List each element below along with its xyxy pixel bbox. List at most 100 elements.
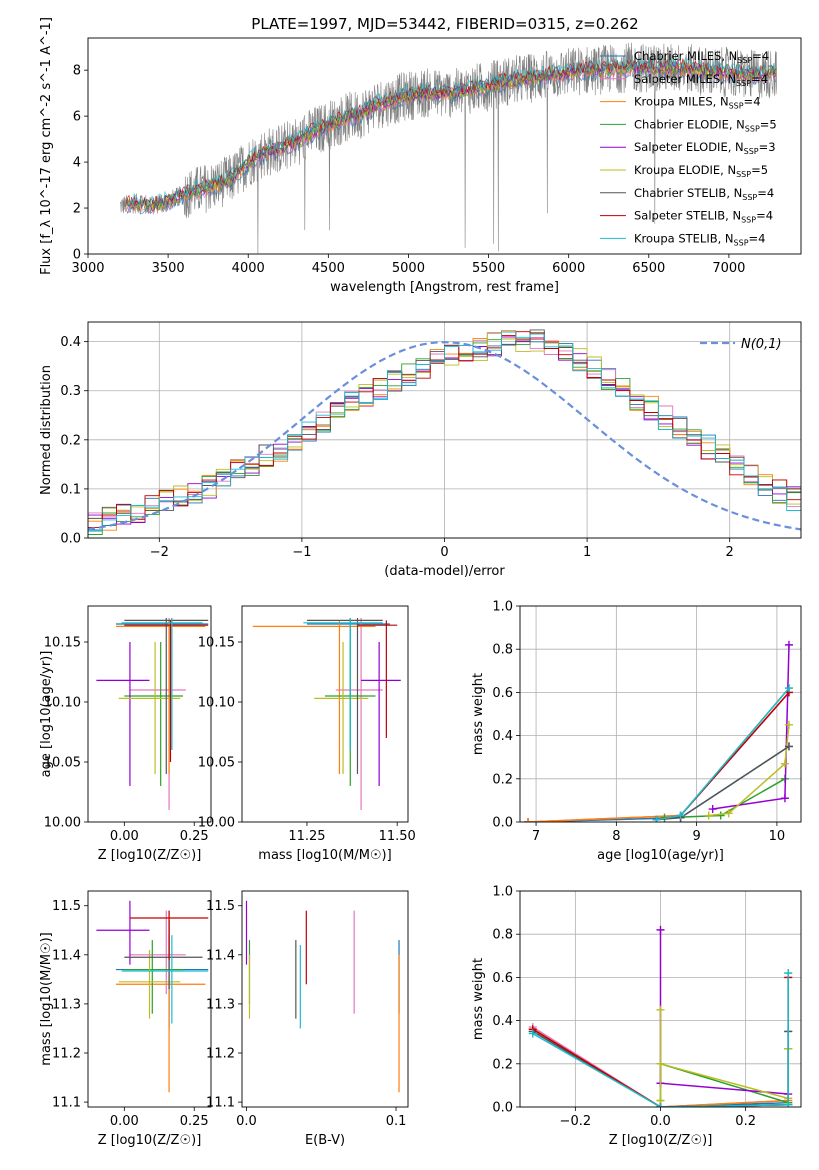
- x-tick-label: 0.1: [386, 1114, 407, 1129]
- weight_vs_Z-plot-area: [528, 925, 793, 1107]
- x-axis-label: mass [log10(M/M☉)]: [258, 848, 391, 863]
- y-tick-label: 1.0: [492, 600, 513, 615]
- plot-frame: [87, 37, 802, 255]
- y-tick-label: 11.3: [52, 997, 81, 1012]
- x-tick-label: 8: [612, 829, 620, 844]
- y-axis-label: mass weight: [471, 673, 486, 755]
- figure-title: PLATE=1997, MJD=53442, FIBERID=0315, z=0…: [251, 15, 638, 33]
- residual-histogram: [88, 331, 801, 532]
- legend-entry: Salpeter ELODIE, NSSP=3: [634, 140, 776, 156]
- x-tick-label: 2: [726, 545, 734, 560]
- legend-nssp-eq: =: [759, 140, 769, 154]
- x-tick-label: −2: [150, 545, 169, 560]
- y-tick-label: 11.2: [52, 1047, 81, 1062]
- legend-entry: Chabrier STELIB, NSSP=4: [634, 186, 774, 202]
- mass_vs_EBV-plot-area: [245, 900, 400, 1093]
- legend-nssp-prefix: , N: [713, 95, 729, 109]
- x-tick-label: 0.00: [110, 829, 139, 844]
- plot-frame: [241, 890, 409, 1108]
- legend-nssp-subscript: SSP: [729, 102, 744, 111]
- legend-entry: Chabrier MILES, NSSP=4: [634, 49, 769, 65]
- residual-histogram: [88, 332, 801, 519]
- weight-point-marker: [724, 809, 733, 818]
- model-spectrum: [126, 61, 777, 212]
- legend-nssp-prefix: , N: [718, 231, 734, 245]
- y-tick-label: 6: [73, 110, 81, 125]
- legend-nssp-subscript: SSP: [734, 238, 749, 247]
- y-tick-label: 10.05: [44, 756, 81, 771]
- x-tick-label: 5500: [472, 261, 505, 276]
- legend-nssp-prefix: , N: [725, 209, 741, 223]
- y-tick-label: 0.2: [492, 772, 513, 787]
- x-tick-label: 0.2: [735, 1114, 756, 1129]
- weight-series-line: [659, 1009, 789, 1101]
- x-tick-label: −1: [292, 545, 311, 560]
- plot-frame: [519, 890, 802, 1108]
- legend-nssp: 4: [753, 95, 760, 109]
- legend-nssp-subscript: SSP: [736, 170, 751, 179]
- legend-nssp-subscript: SSP: [737, 56, 752, 65]
- y-tick-label: 10.05: [198, 756, 235, 771]
- y-tick-label: 4: [73, 156, 81, 171]
- weight-point-marker: [656, 1005, 665, 1014]
- legend-nssp-eq: =: [751, 72, 761, 86]
- legend-model: Salpeter ELODIE: [634, 140, 728, 154]
- y-axis-label: mass weight: [471, 958, 486, 1040]
- legend-nssp: 3: [768, 140, 775, 154]
- y-tick-label: 0: [73, 248, 81, 263]
- legend-model: Chabrier ELODIE: [634, 117, 729, 131]
- legend-nssp-eq: =: [744, 95, 754, 109]
- y-tick-label: 0.4: [492, 729, 513, 744]
- y-tick-label: 0.0: [492, 1101, 513, 1116]
- legend-nssp-subscript: SSP: [744, 147, 759, 156]
- legend-nssp-subscript: SSP: [742, 193, 757, 202]
- x-tick-label: 9: [692, 829, 700, 844]
- y-tick-label: 8: [73, 64, 81, 79]
- gaussian-curve: [88, 341, 801, 531]
- y-tick-label: 10.10: [44, 696, 81, 711]
- x-tick-label: 4500: [312, 261, 345, 276]
- legend-nssp: 4: [761, 72, 768, 86]
- legend-entry: Kroupa STELIB, NSSP=4: [634, 231, 766, 247]
- legend-nssp-eq: =: [760, 117, 770, 131]
- mass_vs_Z-plot-area: [96, 900, 209, 1093]
- weight-point-marker: [676, 811, 685, 820]
- x-tick-label: 11.50: [379, 829, 416, 844]
- x-tick-label: 0.0: [236, 1114, 257, 1129]
- weight-point-marker: [784, 969, 793, 978]
- legend-entry: Salpeter MILES, NSSP=4: [634, 72, 768, 88]
- y-tick-label: 0.4: [492, 1014, 513, 1029]
- weight-point-marker: [784, 720, 793, 729]
- y-tick-label: 0.4: [60, 335, 81, 350]
- weight_vs_age-panel: 7 8 9 10 0.0 0.2 0.4 0.6 0.8 1.0 age [log10(age/yr…: [471, 600, 802, 863]
- weight-point-marker: [784, 684, 793, 693]
- legend-nssp-subscript: SSP: [741, 216, 756, 225]
- age_vs_mass-plot-area: [252, 618, 401, 810]
- weight-point-marker: [704, 811, 713, 820]
- legend-entry: N(0,1): [741, 337, 782, 352]
- residuals-legend: N(0,1): [700, 337, 782, 352]
- y-tick-label: 0.1: [60, 482, 81, 497]
- weight-series-line: [656, 745, 790, 821]
- x-tick-label: 11.25: [288, 829, 325, 844]
- y-axis-label: age [log10(age/yr)]: [39, 651, 54, 778]
- x-tick-label: 6500: [632, 261, 665, 276]
- x-tick-label: 7: [532, 829, 540, 844]
- weight-point-marker: [528, 1029, 537, 1038]
- legend-entry: Kroupa ELODIE, NSSP=5: [634, 163, 768, 179]
- y-tick-label: 0.6: [492, 971, 513, 986]
- legend-nssp-prefix: , N: [720, 72, 736, 86]
- plot-frame: [241, 605, 409, 823]
- weight_vs_age-plot-area: [524, 640, 793, 822]
- x-axis-label: Z [log10(Z/Z☉)]: [98, 848, 202, 863]
- x-tick-label: 4000: [232, 261, 265, 276]
- legend-model: Kroupa STELIB: [634, 231, 718, 245]
- legend-nssp-prefix: , N: [721, 49, 737, 63]
- y-tick-label: 0.8: [492, 928, 513, 943]
- x-axis-label: E(B-V): [305, 1133, 345, 1148]
- weight-point-marker: [524, 818, 533, 822]
- legend-nssp: 4: [767, 186, 774, 200]
- y-tick-label: 0.8: [492, 643, 513, 658]
- legend-model: Salpeter STELIB: [634, 209, 725, 223]
